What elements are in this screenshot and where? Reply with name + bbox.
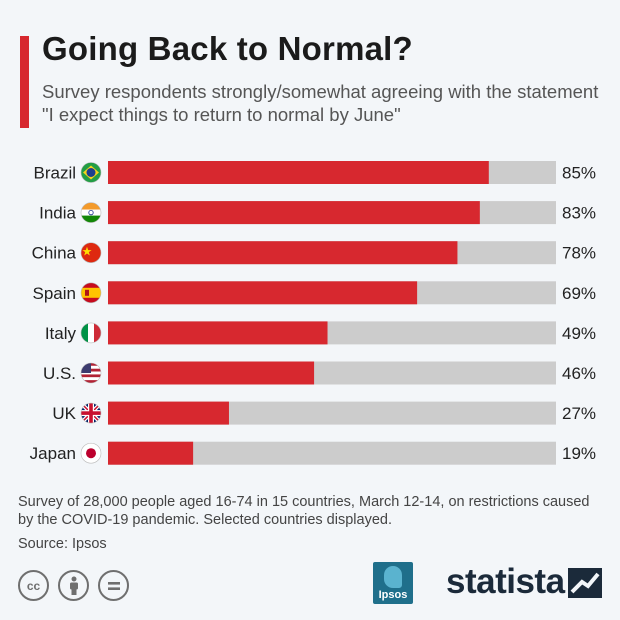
value-label: 78%: [562, 244, 596, 263]
bar: [108, 201, 480, 225]
china-flag-icon: [80, 242, 102, 263]
value-label: 69%: [562, 284, 596, 303]
bar: [108, 441, 194, 465]
bar: [108, 241, 458, 265]
bar-track: [108, 441, 556, 465]
japan-flag-icon: [80, 442, 102, 464]
category-label: U.S.: [43, 364, 76, 383]
bar-row-italy: Italy 49%: [45, 321, 596, 345]
us-flag-icon: [80, 362, 102, 384]
creative-commons-icon[interactable]: cc: [18, 570, 49, 601]
license-icons: cc: [18, 570, 129, 601]
bar-row-china: China 78%: [32, 241, 596, 265]
value-label: 27%: [562, 404, 596, 423]
statista-mark-icon: [568, 568, 602, 598]
spain-flag-icon: [80, 282, 102, 304]
bar: [108, 361, 315, 385]
italy-flag-icon: [80, 322, 102, 344]
value-label: 46%: [562, 364, 596, 383]
chart-subtitle: Survey respondents strongly/somewhat agr…: [42, 81, 599, 125]
bar: [108, 401, 229, 425]
category-label: China: [32, 244, 77, 263]
attribution-icon[interactable]: [58, 570, 89, 601]
value-label: 49%: [562, 324, 596, 343]
bar: [108, 281, 418, 305]
bar: [108, 321, 328, 345]
category-label: India: [39, 204, 76, 223]
bar-row-uk: UK 27%: [52, 401, 596, 425]
value-label: 19%: [562, 444, 596, 463]
bar-row-spain: Spain 69%: [33, 281, 596, 305]
bar-row-india: India 83%: [39, 201, 596, 225]
bar: [108, 161, 489, 184]
category-label: Brazil: [33, 164, 76, 183]
category-label: UK: [52, 404, 76, 423]
india-flag-icon: [80, 202, 102, 223]
bar-chart: Brazil 85% India 83% China 78% Spain 69% Italy 49…: [30, 161, 596, 465]
chart-title: Going Back to Normal?: [42, 30, 413, 67]
value-label: 83%: [562, 204, 596, 223]
no-derivatives-icon[interactable]: [98, 570, 129, 601]
source-note: Source: Ipsos: [18, 536, 107, 552]
title-accent-bar: [20, 36, 29, 128]
footnote: Survey of 28,000 people aged 16-74 in 15…: [18, 494, 590, 528]
bar-row-brazil: Brazil 85%: [33, 161, 596, 184]
uk-flag-icon: [80, 402, 102, 424]
category-label: Italy: [45, 324, 77, 343]
ipsos-logo-text: Ipsos: [378, 589, 408, 601]
ipsos-logo: Ipsos: [373, 562, 413, 604]
category-label: Spain: [33, 284, 76, 303]
bar-row-us: U.S. 46%: [43, 361, 596, 385]
category-label: Japan: [30, 444, 76, 463]
value-label: 85%: [562, 164, 596, 183]
statista-logo[interactable]: statista: [446, 562, 565, 601]
brazil-flag-icon: [80, 162, 102, 183]
bar-row-japan: Japan 19%: [30, 441, 596, 465]
